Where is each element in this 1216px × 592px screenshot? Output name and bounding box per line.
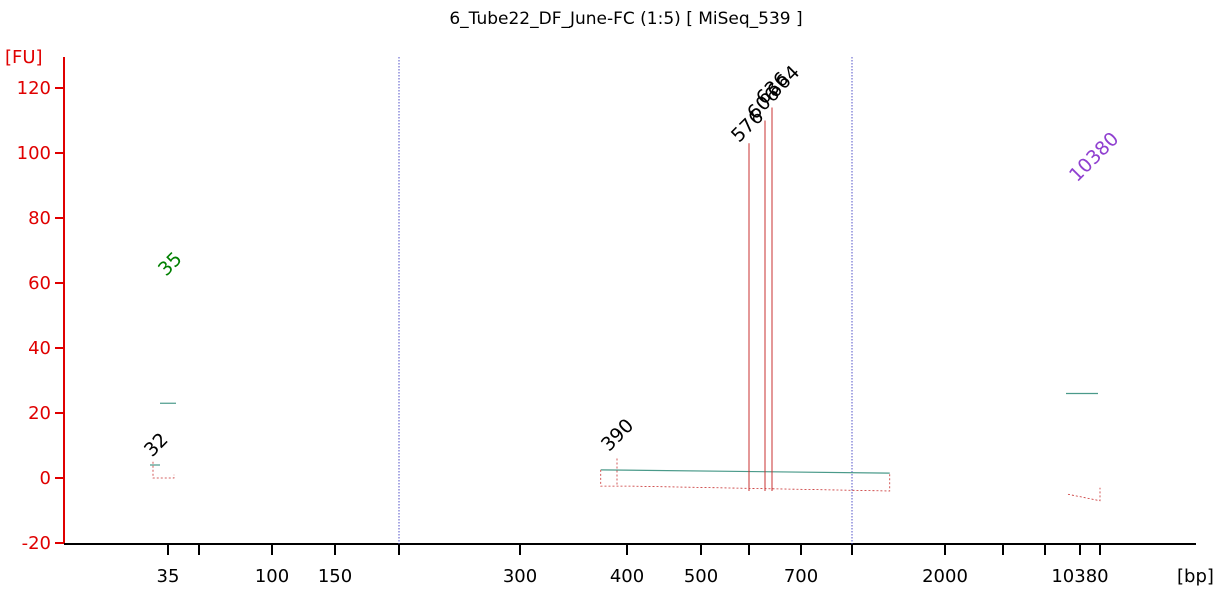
y-tick-label: 20 [28, 403, 51, 424]
peak-label: 390 [597, 415, 638, 456]
y-tick-label: -20 [22, 533, 51, 554]
y-unit-label: [FU] [5, 47, 43, 68]
x-tick-label: 35 [157, 566, 180, 587]
y-tick-label: 120 [17, 78, 51, 99]
x-tick-label: 10380 [1051, 566, 1108, 587]
x-tick-label: 100 [255, 566, 289, 587]
peak-label: 32 [140, 429, 173, 462]
x-tick-label: 150 [318, 566, 352, 587]
peak-label: 35 [154, 248, 187, 281]
x-tick-label: 500 [684, 566, 718, 587]
y-tick-label: 100 [17, 143, 51, 164]
x-tick-label: 2000 [922, 566, 968, 587]
marker-window [1067, 487, 1101, 502]
x-tick-label: 700 [784, 566, 818, 587]
y-axis: -20 0 20 40 60 80 100 120 [17, 57, 65, 554]
y-tick-label: 0 [40, 468, 51, 489]
marker-lines [398, 57, 853, 544]
peak-baselines [150, 107, 1101, 502]
x-tick-label: 300 [503, 566, 537, 587]
y-tick-label: 60 [28, 273, 51, 294]
chart-title: 6_Tube22_DF_June-FC (1:5) [ MiSeq_539 ] [449, 9, 802, 29]
y-tick-label: 80 [28, 208, 51, 229]
region-baseline [600, 469, 890, 474]
peak-drop-line [152, 461, 175, 479]
x-tick-label: 400 [610, 566, 644, 587]
x-axis: 35 100 150 300 400 500 700 2000 10380 [64, 543, 1196, 587]
peak-label: 10380 [1065, 128, 1123, 186]
y-tick-label: 40 [28, 338, 51, 359]
x-unit-label: [bp] [1177, 566, 1214, 587]
